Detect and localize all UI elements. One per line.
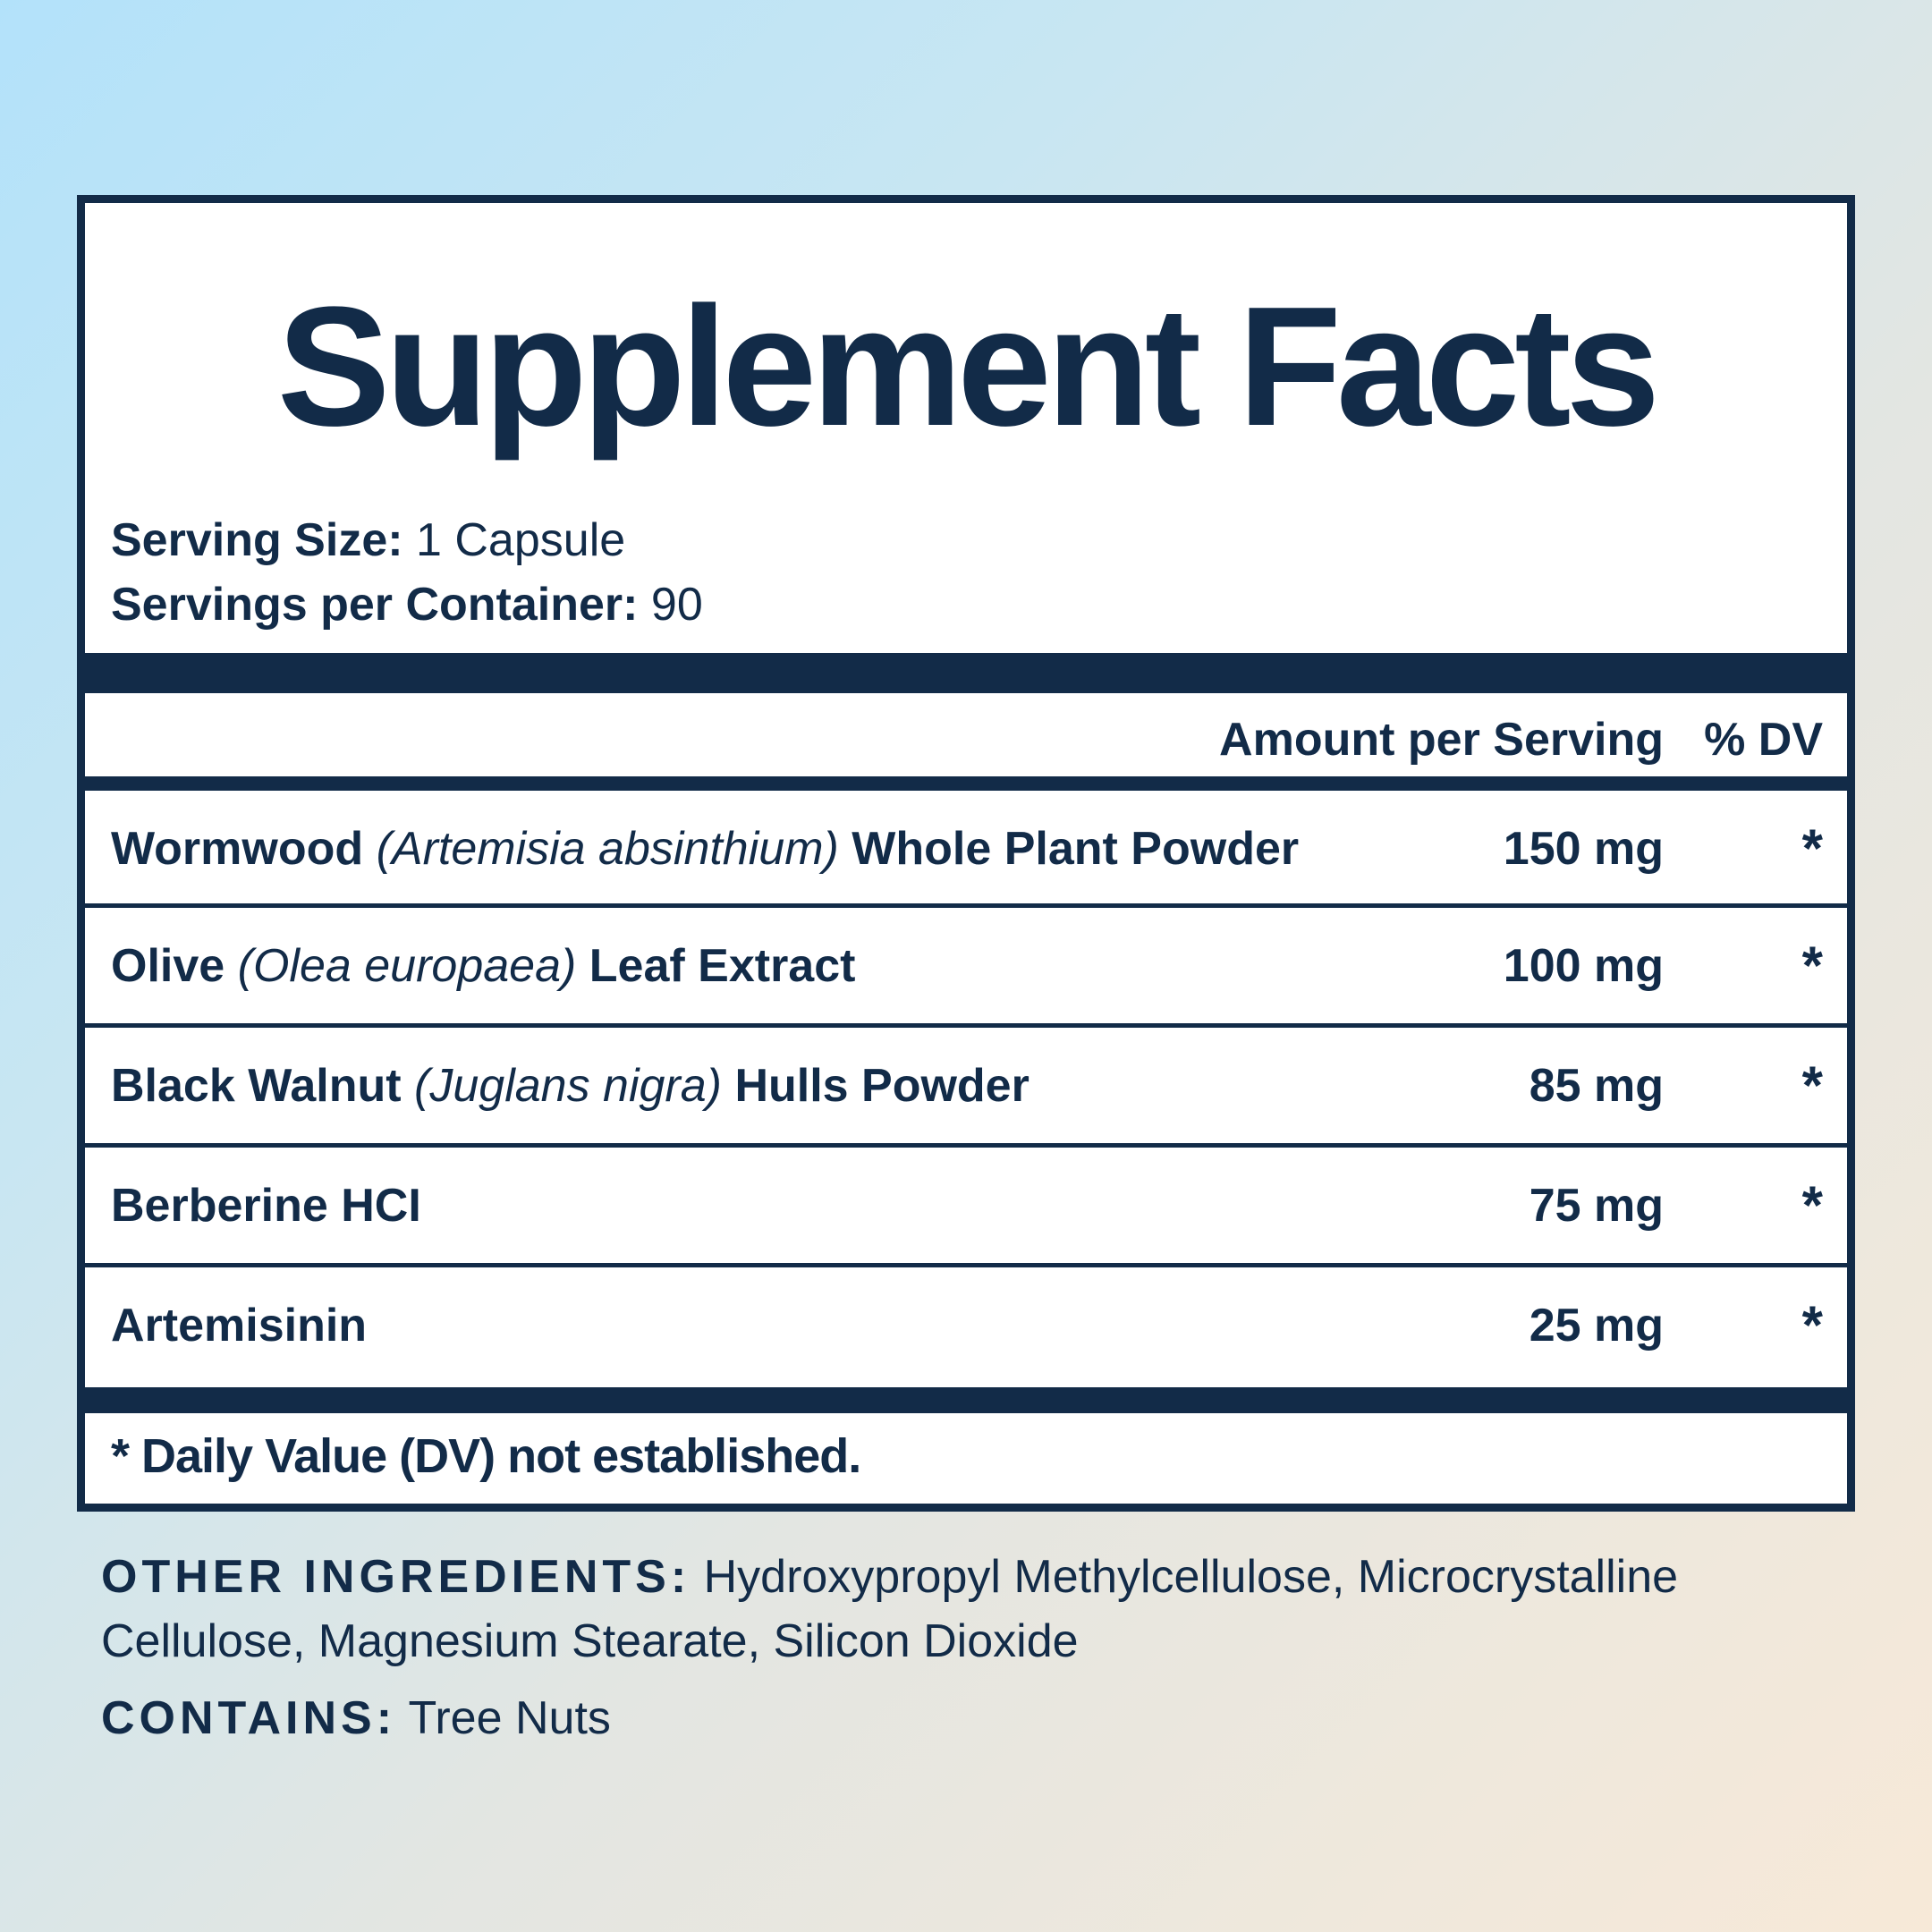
ingredient-name: Wormwood (Artemisia absinthium) Whole Pl… (111, 823, 1300, 875)
other-ingredients: OTHER INGREDIENTS: Hydroxypropyl Methylc… (101, 1545, 1801, 1674)
contains-label: CONTAINS: (101, 1692, 397, 1744)
daily-value-footnote: * Daily Value (DV) not established. (111, 1429, 861, 1483)
ingredient-dv: * (1801, 1295, 1823, 1355)
servings-per-container-label: Servings per Container: (111, 579, 639, 631)
table-header: Amount per Serving % DV (85, 693, 1847, 784)
top-divider-bar (85, 653, 1847, 693)
ingredient-amount: 75 mg (1529, 1180, 1664, 1232)
servings-per-container-value: 90 (650, 579, 703, 631)
ingredient-amount: 25 mg (1529, 1300, 1664, 1352)
ingredient-amount: 85 mg (1529, 1060, 1664, 1112)
serving-size-label: Serving Size: (111, 514, 403, 566)
panel-title: Supplement Facts (276, 272, 1660, 462)
serving-info: Serving Size: 1 Capsule Servings per Con… (111, 508, 703, 637)
ingredient-dv: * (1801, 936, 1823, 996)
contains-value: Tree Nuts (408, 1692, 611, 1744)
serving-size-value: 1 Capsule (416, 514, 626, 566)
ingredient-dv: * (1801, 818, 1823, 878)
ingredient-name: Berberine HCI (111, 1180, 421, 1232)
table-row: Berberine HCI 75 mg * (85, 1143, 1847, 1263)
bottom-divider-bar (85, 1387, 1847, 1413)
ingredient-amount: 100 mg (1503, 940, 1664, 992)
other-ingredients-label: OTHER INGREDIENTS: (101, 1551, 691, 1603)
ingredient-name: Black Walnut (Juglans nigra) Hulls Powde… (111, 1060, 1030, 1112)
ingredient-amount: 150 mg (1503, 823, 1664, 875)
servings-per-container-line: Servings per Container: 90 (111, 572, 703, 637)
table-row: Wormwood (Artemisia absinthium) Whole Pl… (85, 784, 1847, 903)
table-row: Olive (Olea europaea) Leaf Extract 100 m… (85, 903, 1847, 1023)
table-row: Artemisinin 25 mg * (85, 1263, 1847, 1383)
ingredient-name: Artemisinin (111, 1300, 368, 1352)
allergen-contains: CONTAINS: Tree Nuts (101, 1686, 611, 1750)
ingredient-name: Olive (Olea europaea) Leaf Extract (111, 940, 856, 992)
header-amount-per-serving: Amount per Serving (1219, 714, 1664, 766)
table-row: Black Walnut (Juglans nigra) Hulls Powde… (85, 1023, 1847, 1143)
serving-size-line: Serving Size: 1 Capsule (111, 508, 703, 572)
other-ingredients-value: Hydroxypropyl Methylcellulose, Microcrys… (101, 1551, 1679, 1667)
ingredient-dv: * (1801, 1175, 1823, 1235)
supplement-facts-panel: Supplement Facts Serving Size: 1 Capsule… (77, 195, 1855, 1512)
header-daily-value: % DV (1704, 714, 1823, 766)
ingredient-dv: * (1801, 1055, 1823, 1115)
ingredient-rows: Wormwood (Artemisia absinthium) Whole Pl… (85, 784, 1847, 1383)
